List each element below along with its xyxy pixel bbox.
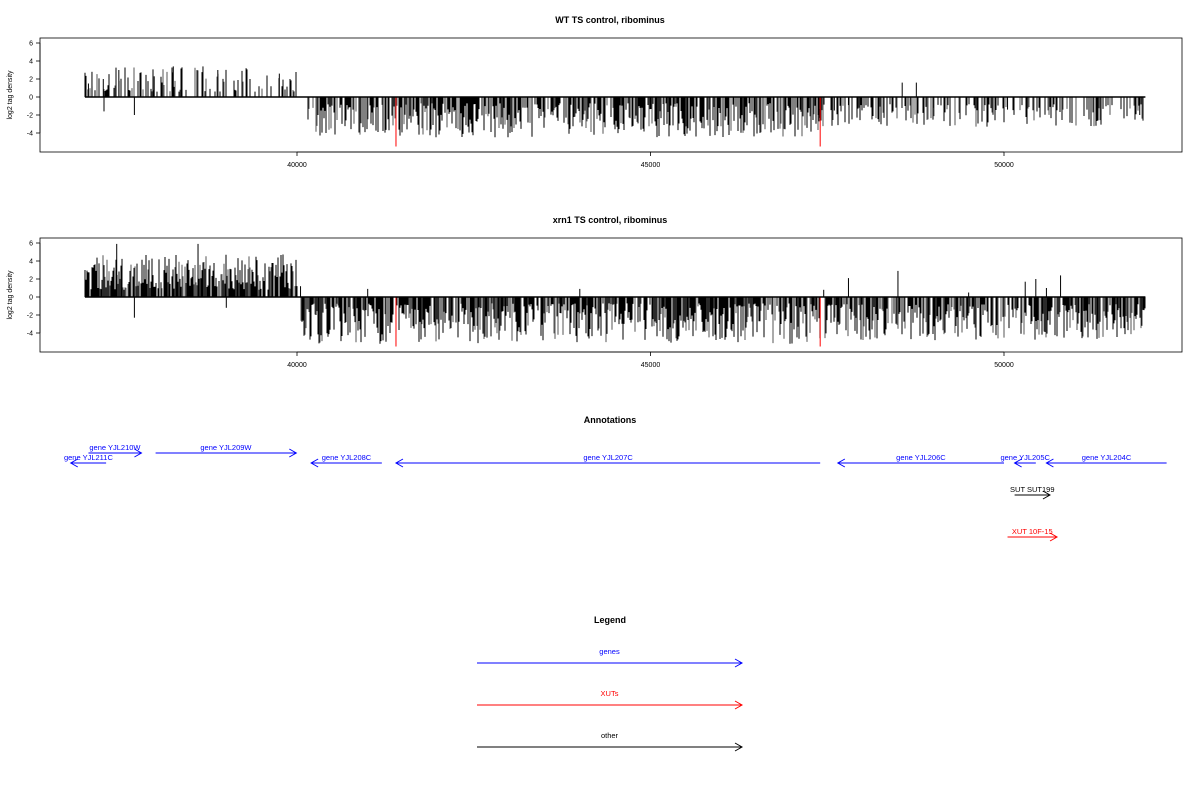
x-tick-label: 50000 <box>994 162 1014 169</box>
annotation-arrow <box>88 448 143 458</box>
y-tick-label: -4 <box>27 131 33 138</box>
annotation-label: SUT SUT199 <box>1010 485 1054 494</box>
plot-frame <box>39 37 1183 153</box>
annotation-arrow <box>69 458 107 468</box>
annotation-arrow <box>1014 490 1051 500</box>
annotation-arrow <box>1007 532 1059 542</box>
annotation-arrow <box>310 458 382 468</box>
annotation-label: gene YJL204C <box>1082 453 1132 462</box>
y-tick-label: -4 <box>27 331 33 338</box>
y-tick-label: 4 <box>29 59 33 66</box>
annotation-label: gene YJL211C <box>64 453 114 462</box>
annotation-label: XUT 10F-15 <box>1012 527 1053 536</box>
axis-ticks: 6 4 2 0 -2 -4 40000 45000 50000 <box>27 241 1014 370</box>
annotation-arrow <box>155 448 298 458</box>
annotation-arrow <box>394 458 821 468</box>
legend-label: genes <box>599 647 620 656</box>
annotation-label: gene YJL206C <box>896 453 946 462</box>
x-tick-label: 45000 <box>641 362 661 369</box>
legend-arrow <box>477 700 744 710</box>
legend-arrow <box>477 742 744 752</box>
panel-title: WT TS control, ribominus <box>555 15 665 25</box>
y-tick-label: 4 <box>29 259 33 266</box>
y-axis-label: log2 tag density <box>7 270 14 320</box>
x-tick-label: 50000 <box>994 362 1014 369</box>
y-tick-label: 6 <box>29 41 33 48</box>
legend-panel: Legend genes XUTs other <box>477 615 744 752</box>
y-tick-label: 0 <box>29 295 33 302</box>
axis-ticks: 6 4 2 0 -2 -4 40000 45000 50000 <box>27 41 1014 170</box>
plot-frame <box>39 237 1183 353</box>
y-tick-label: -2 <box>27 313 33 320</box>
wt-density-panel: WT TS control, ribominus log2 tag densit… <box>7 15 1183 170</box>
legend-label: XUTs <box>601 689 619 698</box>
y-tick-label: -2 <box>27 113 33 120</box>
density-bars <box>84 243 1146 347</box>
annotation-label: gene YJL210W <box>89 443 141 452</box>
legend-arrow <box>477 658 744 668</box>
x-tick-label: 40000 <box>287 162 307 169</box>
density-bars <box>84 66 1146 147</box>
legend-title: Legend <box>594 615 626 625</box>
y-tick-label: 2 <box>29 277 33 284</box>
panel-title: xrn1 TS control, ribominus <box>553 215 668 225</box>
annotation-arrow <box>1045 458 1167 468</box>
annotation-arrow <box>836 458 1004 468</box>
annotation-label: gene YJL209W <box>200 443 252 452</box>
legend-items: genes XUTs other <box>477 647 744 752</box>
annotation-label: gene YJL207C <box>583 453 633 462</box>
xrn1-density-panel: xrn1 TS control, ribominus log2 tag dens… <box>7 215 1183 370</box>
annotation-arrow <box>1013 458 1036 468</box>
y-tick-label: 2 <box>29 77 33 84</box>
y-tick-label: 6 <box>29 241 33 248</box>
x-tick-label: 45000 <box>641 162 661 169</box>
y-tick-label: 0 <box>29 95 33 102</box>
legend-label: other <box>601 731 619 740</box>
annotation-label: gene YJL208C <box>322 453 372 462</box>
x-tick-label: 40000 <box>287 362 307 369</box>
annotations-title: Annotations <box>584 415 637 425</box>
annotation-label: gene YJL205C <box>1000 453 1050 462</box>
y-axis-label: log2 tag density <box>7 70 14 120</box>
